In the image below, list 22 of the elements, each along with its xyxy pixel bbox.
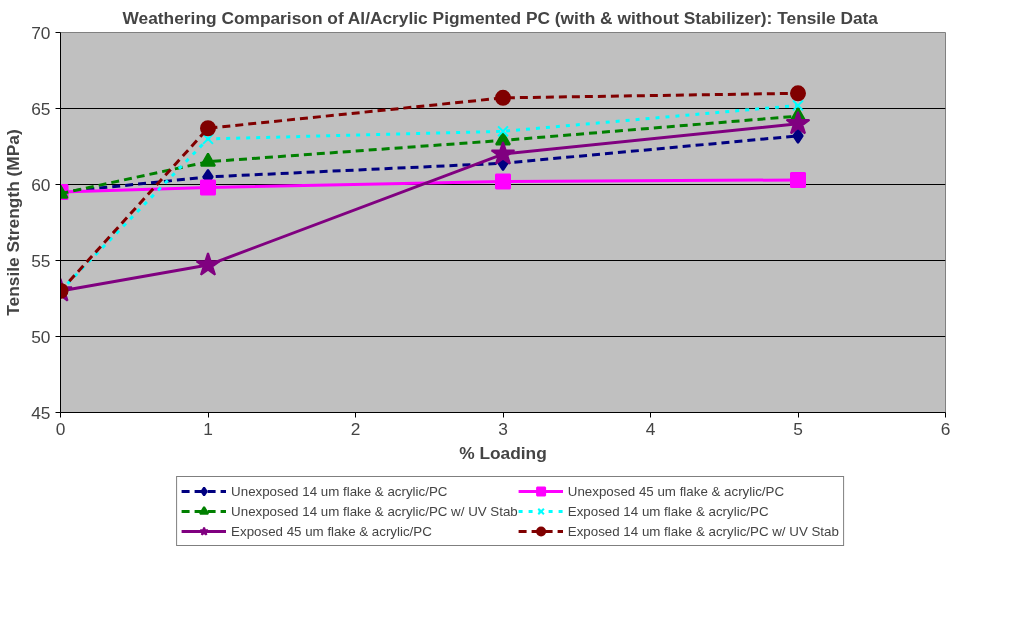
legend-label: Exposed 45 um flake & acrylic/PC <box>231 523 432 539</box>
x-tick-label: 4 <box>645 418 656 439</box>
x-axis-title: % Loading <box>459 442 547 463</box>
x-tick-label: 5 <box>793 418 803 439</box>
y-tick-label: 60 <box>31 174 51 195</box>
x-tick-label: 6 <box>940 418 951 439</box>
legend-label: Unexposed 14 um flake & acrylic/PC <box>231 483 448 499</box>
y-axis-title: Tensile Strength (MPa) <box>3 129 24 316</box>
y-tick-label: 50 <box>31 326 51 347</box>
legend-label: Exposed 14 um flake & acrylic/PC <box>567 503 769 519</box>
chart-title: Weathering Comparison of Al/Acrylic Pigmented PC (with & without Stabilizer): Tensile Data <box>122 7 879 28</box>
x-tick-label: 0 <box>55 418 66 439</box>
y-tick-label: 70 <box>31 22 51 43</box>
y-tick-label: 55 <box>31 250 51 271</box>
x-tick-label: 2 <box>350 418 361 439</box>
legend-label: Exposed 14 um flake & acrylic/PC w/ UV Stab <box>567 523 839 539</box>
y-tick-label: 45 <box>31 402 51 423</box>
legend-label: Unexposed 45 um flake & acrylic/PC <box>567 483 785 499</box>
x-tick-label: 1 <box>203 418 213 439</box>
y-tick-label: 65 <box>31 98 51 119</box>
x-tick-label: 3 <box>498 418 508 439</box>
legend-label: Unexposed 14 um flake & acrylic/PC w/ UV Stab <box>231 503 518 519</box>
